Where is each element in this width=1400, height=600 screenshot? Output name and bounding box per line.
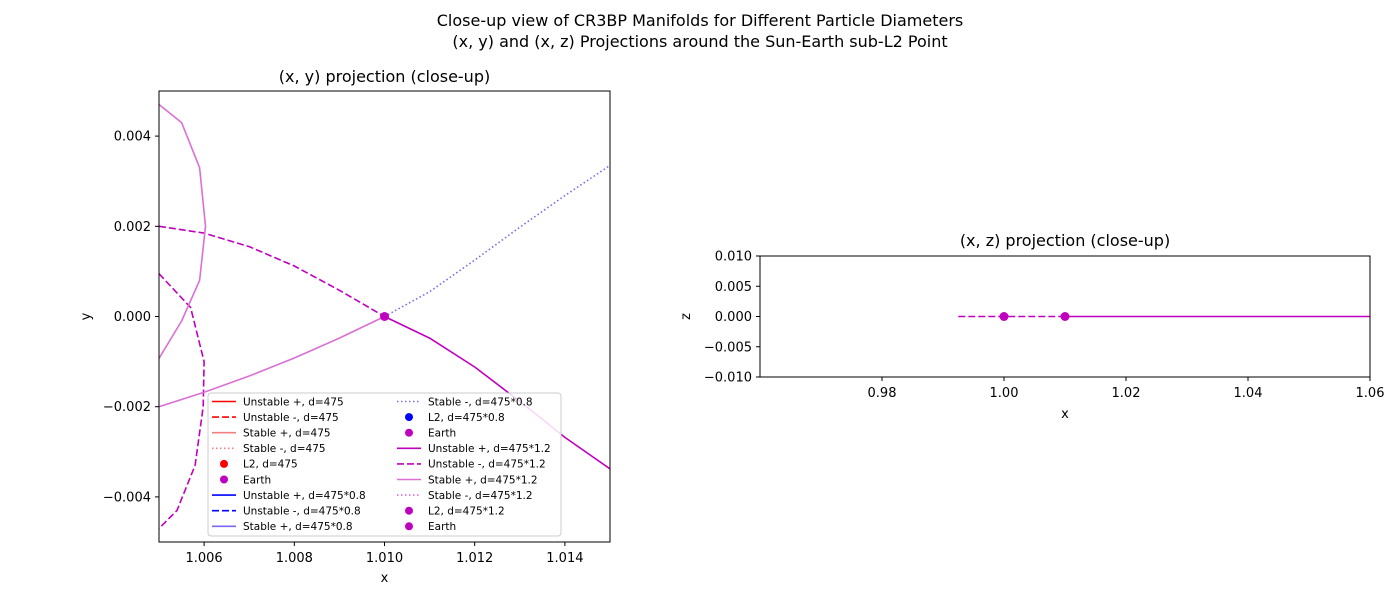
- legend-label: L2, d=475: [243, 459, 298, 471]
- legend-marker: [220, 475, 228, 484]
- xy-y-axis-label: y: [79, 312, 94, 320]
- figure-title-line1: Close-up view of CR3BP Manifolds for Dif…: [437, 11, 964, 30]
- xz-y-ticks: −0.010 −0.005 0.000 0.005 0.010: [704, 250, 760, 386]
- xz-axes-title: (x, z) projection (close-up): [960, 231, 1170, 250]
- xz-x-ticks: 0.98 1.00 1.02 1.04 1.06: [868, 377, 1385, 401]
- xz-y-tick-label: 0.000: [715, 310, 752, 325]
- xy-y-tick-label: 0.004: [114, 130, 151, 145]
- xz-point-earth: [999, 312, 1009, 321]
- xz-x-tick-label: 1.04: [1234, 386, 1263, 401]
- xz-y-tick-label: −0.005: [704, 340, 752, 355]
- xy-series-line-4: [159, 103, 207, 359]
- legend-label: Unstable +, d=475*1.2: [428, 443, 551, 455]
- legend-label: Unstable -, d=475*1.2: [428, 459, 546, 471]
- xy-y-tick-label: 0.000: [114, 310, 151, 325]
- legend-label: Stable +, d=475*0.8: [243, 521, 353, 533]
- xy-series-line-2: [159, 273, 205, 530]
- legend-label: L2, d=475*0.8: [428, 412, 505, 424]
- xz-plot-area: [958, 312, 1370, 321]
- legend-label: Stable -, d=475*0.8: [428, 396, 533, 408]
- legend-marker: [405, 413, 413, 422]
- legend-label: Stable -, d=475*1.2: [428, 490, 533, 502]
- xy-point-l2: [380, 312, 389, 321]
- legend-marker: [220, 459, 228, 468]
- xz-y-axis-label: z: [679, 313, 694, 320]
- xy-x-tick-label: 1.014: [546, 551, 583, 566]
- legend-label: Stable +, d=475: [243, 428, 331, 440]
- xy-x-axis-label: x: [381, 571, 389, 586]
- legend-label: Unstable +, d=475*0.8: [243, 490, 366, 502]
- xy-series-line-5: [384, 164, 610, 318]
- xz-x-tick-label: 1.02: [1112, 386, 1141, 401]
- xz-point-l2: [1060, 312, 1070, 321]
- xz-y-tick-label: −0.010: [704, 371, 752, 386]
- xy-y-ticks: −0.004 −0.002 0.000 0.002 0.004: [103, 130, 159, 505]
- legend-label: L2, d=475*1.2: [428, 506, 505, 518]
- legend-frame: [207, 392, 562, 537]
- legend-marker: [405, 428, 413, 437]
- xy-series-line-3: [159, 315, 385, 408]
- xy-y-tick-label: −0.004: [103, 490, 151, 505]
- legend-label: Stable +, d=475*1.2: [428, 474, 538, 486]
- xy-x-tick-label: 1.008: [276, 551, 313, 566]
- legend-marker: [405, 522, 413, 531]
- legend-label: Earth: [428, 521, 456, 533]
- xy-y-tick-label: 0.002: [114, 220, 151, 235]
- legend-label: Earth: [243, 474, 271, 486]
- xy-x-ticks: 1.006 1.008 1.010 1.012 1.014: [185, 542, 584, 566]
- xy-plot-area: [159, 103, 610, 530]
- xy-legend: Unstable +, d=475 Unstable -, d=475 Stable…: [207, 392, 562, 537]
- legend-marker: [405, 506, 413, 515]
- xy-x-tick-label: 1.010: [366, 551, 403, 566]
- legend-label: Unstable +, d=475: [243, 396, 344, 408]
- xz-y-tick-label: 0.010: [715, 250, 752, 265]
- legend-label: Unstable -, d=475: [243, 412, 339, 424]
- figure-title-line2: (x, y) and (x, z) Projections around the…: [452, 32, 947, 51]
- xz-x-tick-label: 1.00: [990, 386, 1019, 401]
- xz-y-tick-label: 0.005: [715, 280, 752, 295]
- xz-x-axis-label: x: [1061, 407, 1069, 422]
- legend-label: Unstable -, d=475*0.8: [243, 506, 361, 518]
- xy-series-line-0: [384, 315, 610, 470]
- xy-y-tick-label: −0.002: [103, 400, 151, 415]
- xy-x-tick-label: 1.006: [185, 551, 222, 566]
- xz-x-tick-label: 0.98: [868, 386, 897, 401]
- xz-x-tick-label: 1.06: [1356, 386, 1385, 401]
- xy-series-line-1: [159, 225, 385, 318]
- legend-label: Stable -, d=475: [243, 443, 326, 455]
- xy-axes: (x, y) projection (close-up) 1.006 1.008 1…: [79, 67, 611, 586]
- legend-label: Earth: [428, 428, 456, 440]
- xy-x-tick-label: 1.012: [456, 551, 493, 566]
- xz-axes: (x, z) projection (close-up) 0.98 1.00 1.0…: [679, 231, 1384, 422]
- xy-axes-title: (x, y) projection (close-up): [279, 67, 490, 86]
